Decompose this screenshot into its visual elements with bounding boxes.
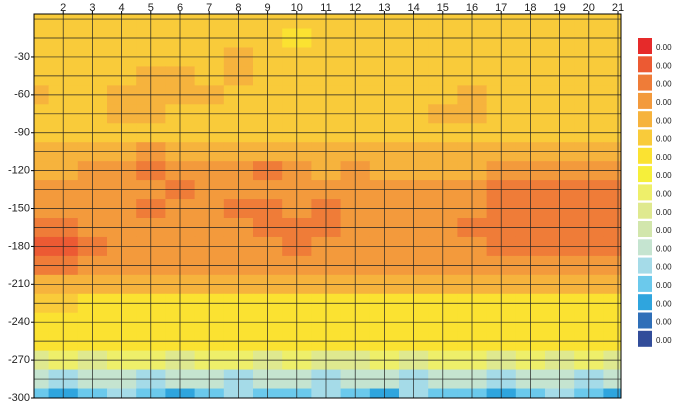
x-tick-label: 14 <box>407 2 419 14</box>
x-tick-label: 8 <box>235 2 241 14</box>
y-tick-label: -60 <box>14 89 30 101</box>
legend-label: 0.00 <box>656 281 672 290</box>
legend-swatch <box>638 111 652 128</box>
y-tick-label: -240 <box>8 316 30 328</box>
x-tick-label: 5 <box>148 2 154 14</box>
legend-swatch <box>638 202 652 219</box>
legend-label: 0.00 <box>656 244 672 253</box>
legend-swatch <box>638 56 652 73</box>
legend-swatch <box>638 74 652 91</box>
x-tick-label: 21 <box>612 2 624 14</box>
contour-cell <box>603 388 621 398</box>
legend-label: 0.00 <box>656 98 672 107</box>
legend-swatch <box>638 129 652 146</box>
legend-label: 0.00 <box>656 116 672 125</box>
contour-cell <box>34 388 50 398</box>
x-tick-label: 16 <box>466 2 478 14</box>
grid <box>33 14 621 399</box>
x-tick-label: 15 <box>437 2 449 14</box>
legend-label: 0.00 <box>656 318 672 327</box>
y-tick-label: -210 <box>8 278 30 290</box>
legend-label: 0.00 <box>656 80 672 89</box>
x-tick-label: 17 <box>495 2 507 14</box>
axes: 2 3 4 5 6 7 8 9 10 11 12 13 14 15 16 17 18 19 20 21 -30 -60 -9… <box>8 2 624 404</box>
legend-swatch <box>638 294 652 311</box>
legend-swatch <box>638 38 652 54</box>
contour-field <box>34 14 621 398</box>
x-tick-label: 19 <box>553 2 565 14</box>
plot-frame <box>33 13 622 399</box>
legend-swatch <box>638 221 652 237</box>
legend-swatch <box>638 147 652 164</box>
legend-swatch <box>638 330 652 347</box>
y-tick-label: -120 <box>8 165 30 177</box>
x-tick-label: 2 <box>60 2 66 14</box>
legend-swatch <box>638 92 652 109</box>
legend-swatch <box>638 184 652 201</box>
legend-label: 0.00 <box>656 208 672 217</box>
x-tick-label: 11 <box>320 2 331 14</box>
x-tick-label: 12 <box>349 2 361 14</box>
y-tick-label: -300 <box>8 392 30 404</box>
x-tick-label: 20 <box>583 2 595 14</box>
legend-label: 0.00 <box>656 153 672 162</box>
legend-label: 0.00 <box>656 263 672 272</box>
y-tick-label: -180 <box>8 240 30 252</box>
x-tick-label: 9 <box>265 2 271 14</box>
x-tick-label: 13 <box>378 2 390 14</box>
x-tick-label: 4 <box>119 2 125 14</box>
x-tick-label: 10 <box>291 2 303 14</box>
legend-label: 0.00 <box>656 61 672 70</box>
x-tick-label: 6 <box>177 2 183 14</box>
legend-swatch <box>638 239 652 256</box>
legend-swatch <box>638 166 652 183</box>
y-tick-label: -150 <box>8 202 30 214</box>
legend-swatch <box>638 275 652 292</box>
legend-label: 0.00 <box>656 299 672 308</box>
legend-label: 0.00 <box>656 135 672 144</box>
y-tick-label: -90 <box>14 127 30 139</box>
x-tick-label: 18 <box>524 2 536 14</box>
legend-label: 0.00 <box>656 43 672 52</box>
contour-cell <box>34 14 50 30</box>
legend-label: 0.00 <box>656 336 672 345</box>
legend-label: 0.00 <box>656 226 672 235</box>
legend-swatch <box>638 257 652 274</box>
legend-label: 0.00 <box>656 190 672 199</box>
y-tick-label: -270 <box>8 354 30 366</box>
x-tick-label: 7 <box>206 2 212 14</box>
y-tick-label: -30 <box>14 51 30 63</box>
x-tick-label: 3 <box>89 2 95 14</box>
legend-swatch <box>638 312 652 329</box>
legend: 0.00 0.00 0.00 0.00 0.00 0.00 0.00 0.00 0.00 0.00… <box>638 38 672 347</box>
legend-label: 0.00 <box>656 171 672 180</box>
contour-cell <box>603 14 621 30</box>
